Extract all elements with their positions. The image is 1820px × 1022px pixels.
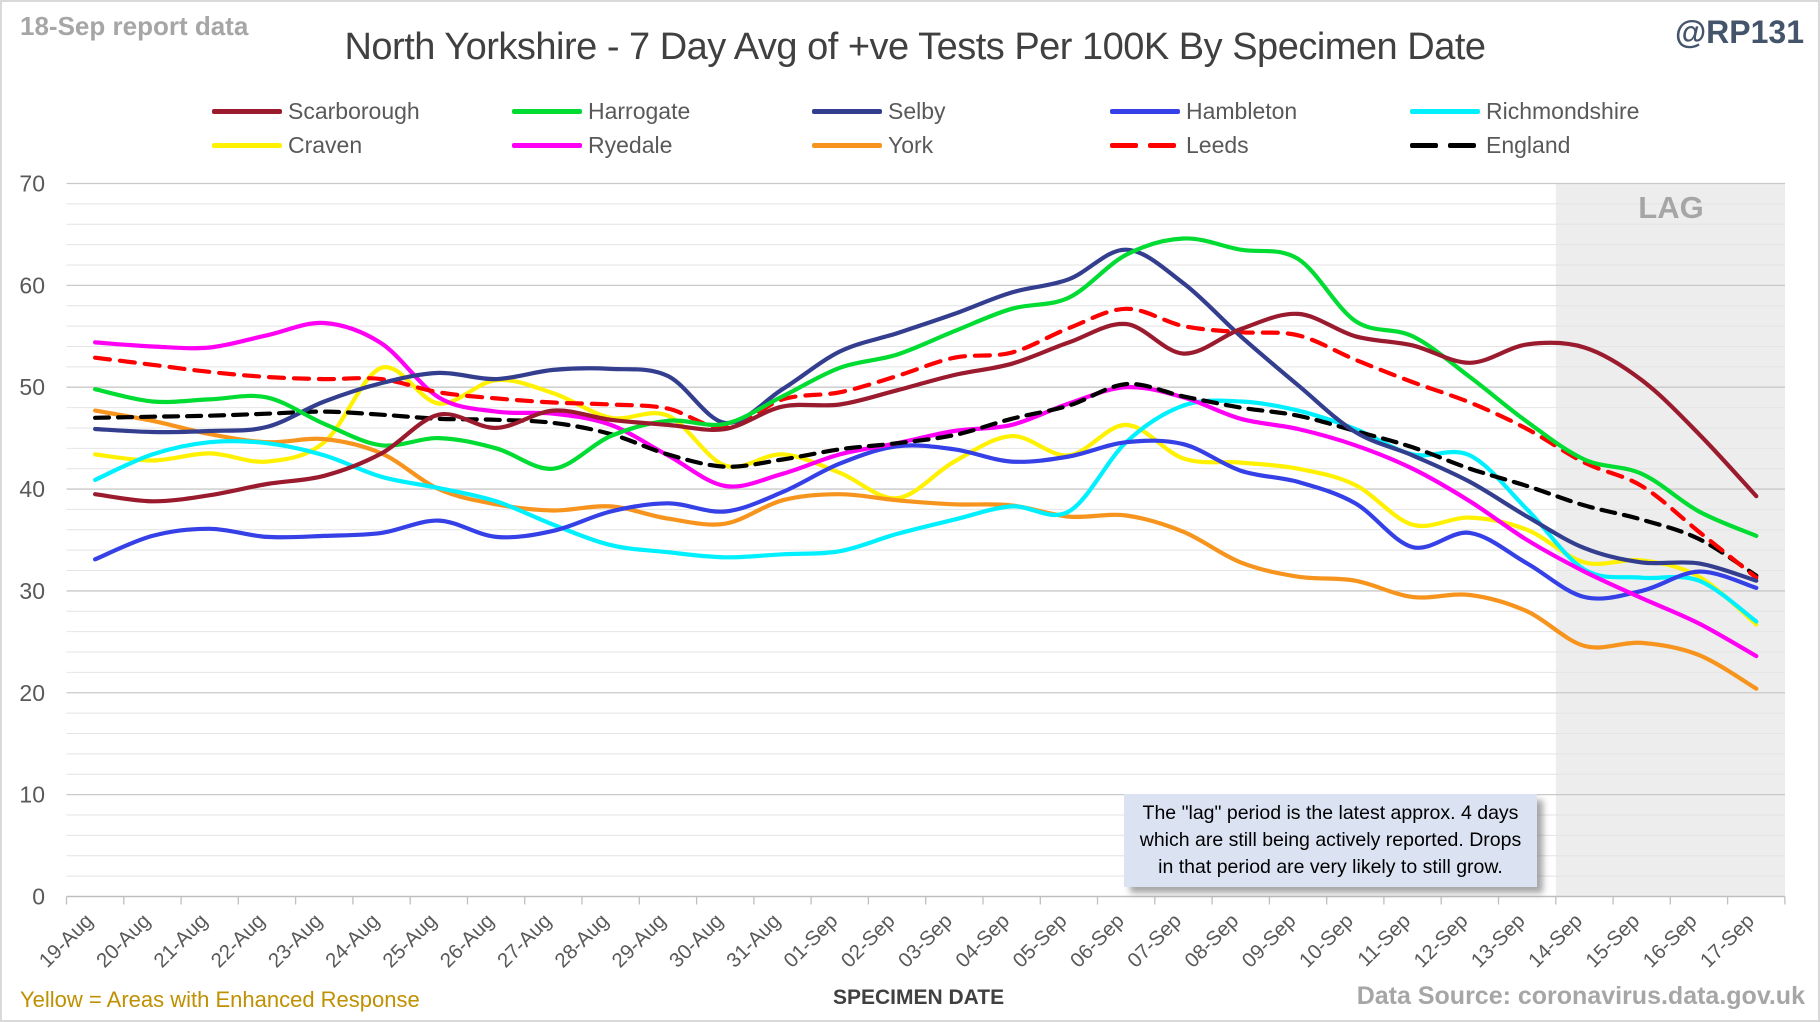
svg-text:10: 10 [19, 782, 45, 808]
svg-text:40: 40 [19, 476, 45, 502]
svg-text:50: 50 [19, 374, 45, 400]
svg-text:30: 30 [19, 578, 45, 604]
svg-text:20: 20 [19, 680, 45, 706]
svg-text:0: 0 [32, 884, 45, 910]
svg-text:60: 60 [19, 272, 45, 298]
svg-text:70: 70 [19, 171, 45, 197]
svg-text:LAG: LAG [1638, 190, 1703, 225]
